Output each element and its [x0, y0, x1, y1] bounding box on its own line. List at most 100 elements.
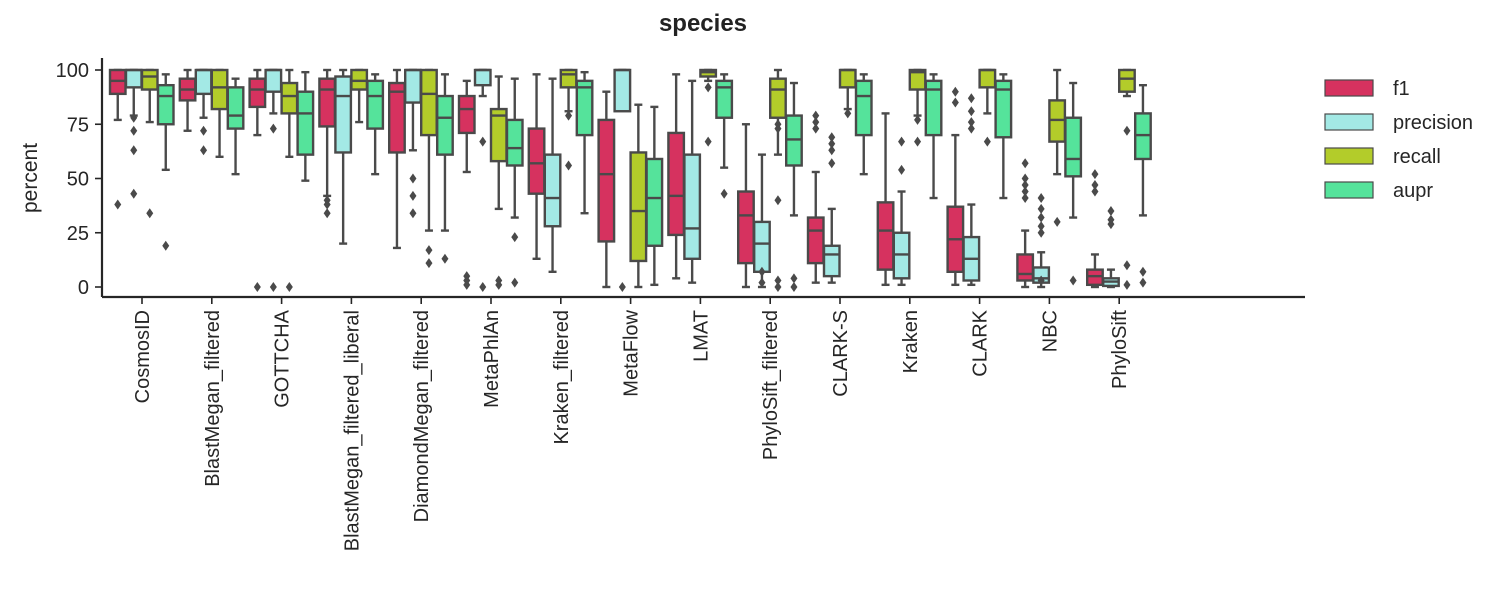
outlier-point	[1021, 186, 1029, 197]
box-body	[404, 68, 422, 104]
box-aupr	[854, 73, 873, 176]
legend-label-aupr: aupr	[1393, 180, 1433, 202]
outlier-point	[812, 117, 820, 128]
x-tick-label: PhyloSift	[1109, 310, 1131, 389]
box-recall	[280, 68, 299, 292]
box-group-MetaFlow	[597, 68, 664, 292]
box-f1	[388, 68, 406, 250]
box-group-CLARK	[946, 68, 1013, 287]
outlier-point	[720, 188, 728, 199]
y-tick-label: 25	[67, 223, 89, 245]
box-group-CLARK-S	[806, 68, 873, 284]
box-aupr	[226, 77, 245, 176]
box-recall	[629, 103, 648, 289]
x-tick-label: Kraken	[900, 310, 922, 373]
outlier-point	[828, 138, 836, 149]
outlier-point	[409, 208, 417, 219]
x-tick-label: Kraken_filtered	[551, 310, 573, 445]
box-precision	[473, 68, 492, 292]
box-body	[559, 68, 578, 89]
outlier-point	[130, 188, 138, 199]
box-recall	[210, 68, 229, 159]
box-body	[527, 127, 546, 195]
box-body	[854, 79, 873, 137]
box-group-NBC	[1016, 68, 1083, 289]
outlier-point	[269, 282, 277, 292]
box-body	[334, 75, 353, 154]
outlier-point	[511, 277, 519, 288]
box-precision	[892, 136, 911, 287]
outlier-point	[967, 117, 975, 128]
outlier-point	[479, 136, 487, 147]
box-aupr	[1064, 81, 1083, 286]
y-tick-label: 100	[56, 60, 89, 82]
outlier-point	[1037, 212, 1045, 223]
y-axis-label: percent	[19, 143, 42, 213]
x-tick-label: MetaPhlAn	[481, 310, 503, 408]
box-recall	[350, 68, 369, 124]
outlier-point	[146, 208, 154, 219]
outlier-point	[495, 279, 503, 290]
outlier-point	[479, 282, 487, 292]
box-group-GOTTCHA	[248, 68, 315, 292]
outlier-point	[323, 208, 331, 219]
outlier-point	[828, 158, 836, 169]
outlier-point	[1021, 193, 1029, 204]
outlier-point	[1021, 173, 1029, 184]
box-aupr	[296, 70, 315, 182]
box-group-Kraken_filtered	[527, 68, 594, 274]
legend-label-precision: precision	[1393, 112, 1473, 134]
outlier-point	[812, 110, 820, 121]
box-body	[978, 68, 997, 89]
box-body	[436, 94, 454, 156]
box-f1	[737, 123, 755, 289]
box-body	[667, 131, 686, 237]
box-f1	[108, 68, 127, 210]
legend-label-f1: f1	[1393, 78, 1410, 100]
outlier-point	[1037, 193, 1045, 204]
box-f1	[946, 86, 965, 287]
outlier-point	[758, 277, 766, 288]
box-body	[683, 153, 702, 260]
y-tick-label: 75	[67, 114, 89, 136]
box-f1	[667, 73, 686, 280]
box-body	[924, 79, 943, 137]
x-tick-label: CLARK	[970, 309, 992, 376]
box-body	[1016, 253, 1035, 282]
box-precision	[543, 77, 562, 274]
outlier-point	[441, 253, 449, 264]
box-recall	[1048, 68, 1067, 227]
outlier-point	[951, 86, 959, 97]
box-precision	[264, 68, 283, 292]
box-body	[822, 244, 841, 278]
box-aupr	[924, 73, 943, 200]
box-body	[769, 77, 787, 119]
box-body	[388, 81, 406, 154]
outlier-point	[758, 266, 766, 277]
legend-swatch-f1	[1324, 79, 1374, 97]
box-recall	[489, 75, 508, 290]
box-body	[280, 81, 299, 115]
box-body	[366, 79, 385, 130]
box-body	[296, 90, 315, 156]
outlier-point	[425, 245, 433, 256]
outlier-point	[1091, 186, 1099, 197]
box-body	[248, 77, 267, 109]
box-body	[264, 68, 283, 93]
box-group-MetaPhlAn	[457, 68, 524, 292]
outlier-point	[1037, 221, 1045, 232]
box-f1	[1016, 158, 1035, 289]
box-aupr	[575, 70, 594, 215]
outlier-point	[511, 232, 519, 243]
outlier-point	[409, 190, 417, 201]
x-tick-label: CLARK-S	[830, 310, 852, 397]
outlier-point	[704, 82, 712, 93]
outlier-point	[130, 125, 138, 136]
outlier-point	[774, 195, 782, 206]
x-axis: CosmosID BlastMegan_filtered GOTTCHA BlastM…	[102, 295, 1305, 551]
box-precision	[1032, 193, 1051, 289]
plot-area	[108, 68, 1152, 292]
box-group-LMAT	[667, 68, 734, 284]
y-tick-label: 50	[67, 169, 89, 191]
outlier-point	[844, 108, 852, 119]
